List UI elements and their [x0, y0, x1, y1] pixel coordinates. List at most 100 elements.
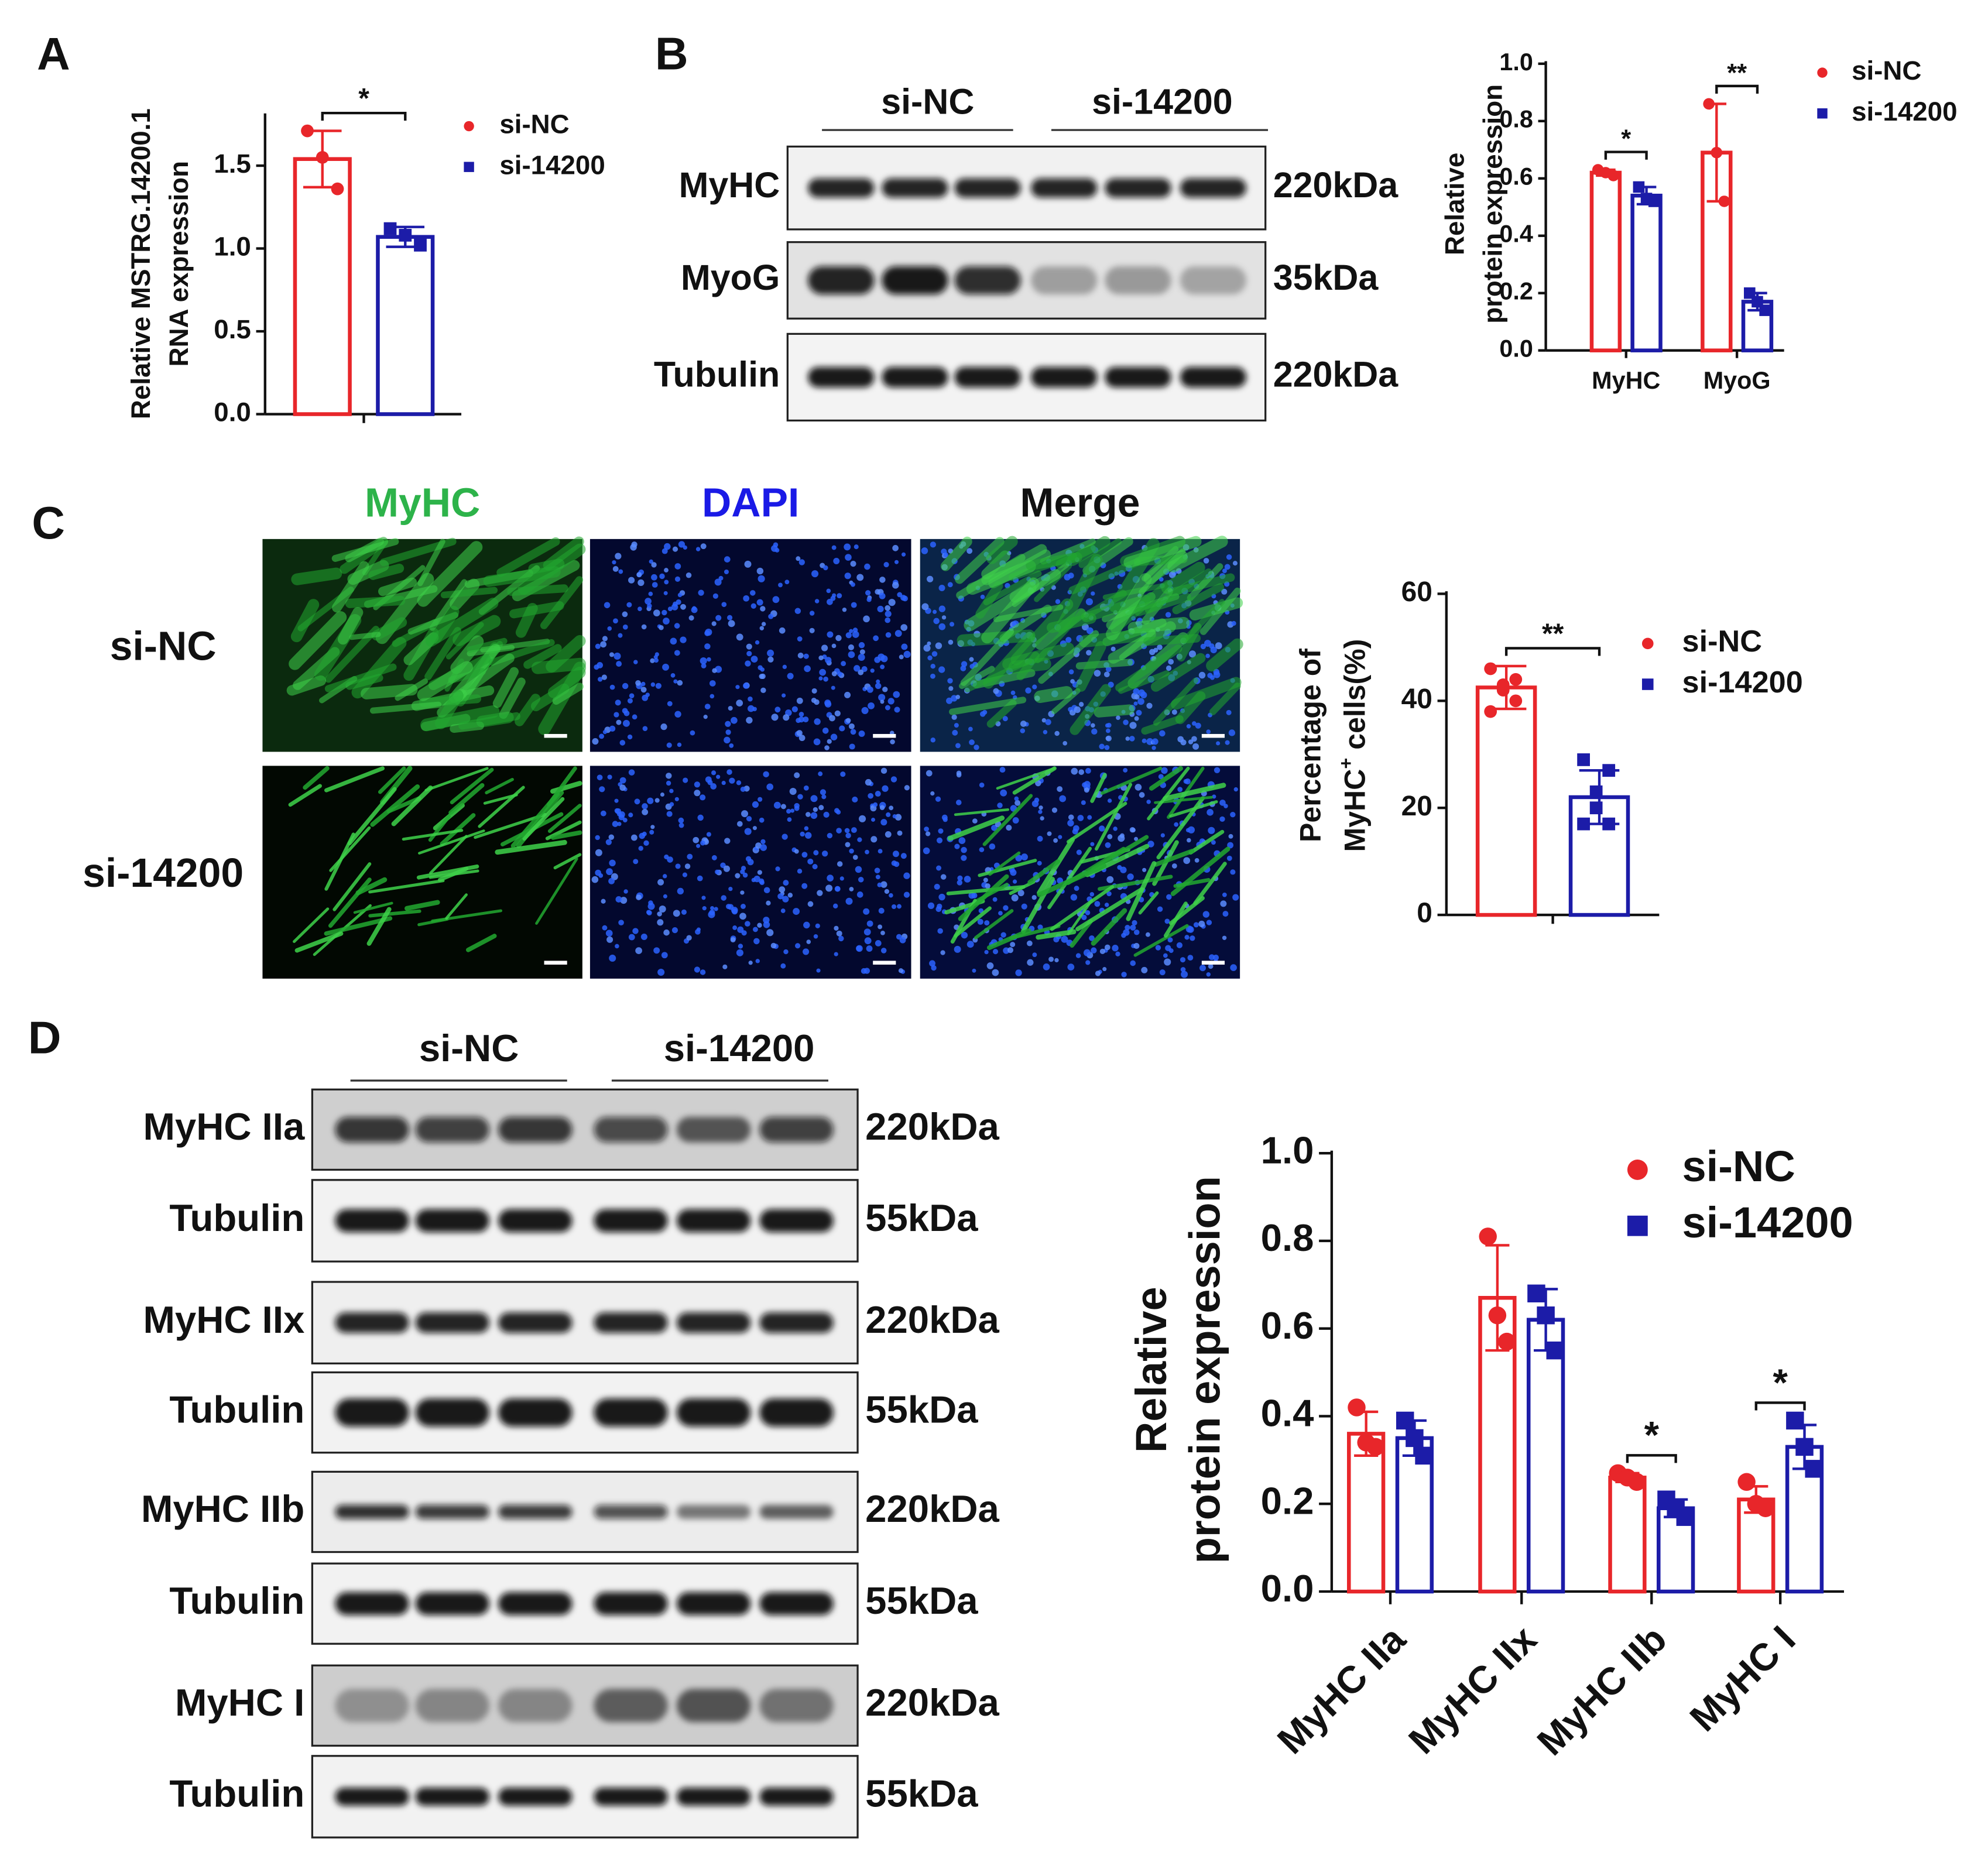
blot-band	[335, 1788, 409, 1806]
nucleus	[1000, 932, 1006, 938]
myotube	[492, 667, 519, 708]
nucleus	[659, 573, 665, 579]
nucleus	[666, 773, 672, 779]
myotube	[450, 767, 494, 804]
nucleus	[753, 938, 760, 945]
myotube	[946, 885, 1026, 896]
nucleus	[650, 658, 655, 663]
nucleus	[930, 541, 937, 548]
nucleus	[752, 801, 759, 808]
myotube	[1144, 568, 1212, 614]
nucleus	[647, 603, 652, 609]
nucleus	[653, 609, 660, 617]
nucleus	[671, 927, 678, 934]
myotube	[378, 577, 417, 596]
myotube	[1100, 766, 1163, 795]
blot-band	[808, 266, 875, 294]
nucleus	[642, 831, 647, 836]
nucleus	[880, 767, 887, 774]
nucleus	[1193, 922, 1199, 928]
nucleus	[878, 694, 886, 701]
nucleus	[780, 804, 786, 810]
nucleus	[613, 618, 618, 624]
nucleus	[1000, 789, 1007, 797]
nucleus	[771, 714, 779, 721]
nucleus	[1085, 598, 1093, 606]
nucleus	[1015, 969, 1022, 976]
nucleus	[948, 686, 954, 691]
nucleus	[756, 599, 763, 606]
nucleus	[746, 651, 752, 657]
nucleus	[999, 767, 1006, 773]
nucleus	[763, 771, 769, 778]
nucleus	[1034, 797, 1040, 803]
nucleus	[809, 611, 815, 616]
nucleus	[759, 674, 765, 680]
nucleus	[1190, 935, 1195, 941]
nucleus	[1095, 970, 1101, 976]
nucleus	[623, 889, 628, 894]
data-point	[1737, 1473, 1756, 1491]
nucleus	[793, 908, 800, 915]
nucleus	[849, 743, 855, 750]
nucleus	[889, 893, 893, 898]
myotube	[286, 675, 326, 696]
myotube	[959, 666, 995, 690]
nucleus	[618, 920, 624, 926]
blot-band	[498, 1398, 573, 1427]
nucleus	[901, 643, 908, 650]
y-tick-label: 20	[1401, 791, 1432, 822]
nucleus	[1006, 824, 1012, 831]
myotube	[1055, 554, 1103, 633]
nucleus	[1072, 828, 1078, 835]
nucleus	[657, 919, 664, 926]
nucleus	[615, 944, 619, 949]
nucleus	[837, 671, 842, 677]
nucleus	[664, 854, 669, 860]
nucleus	[1105, 842, 1111, 848]
nucleus	[861, 706, 869, 714]
nucleus	[766, 929, 774, 937]
nucleus	[1220, 900, 1227, 907]
myotube	[996, 767, 1055, 790]
nucleus	[1164, 958, 1171, 966]
nucleus	[1017, 889, 1024, 897]
myotube	[1118, 670, 1170, 694]
nucleus	[1076, 849, 1082, 855]
myotube	[496, 537, 560, 577]
data-point	[399, 229, 412, 242]
nucleus	[653, 658, 659, 663]
blot-band	[882, 178, 948, 198]
nucleus	[682, 872, 688, 877]
nucleus	[848, 723, 855, 729]
nucleus	[954, 945, 961, 953]
myotube	[378, 766, 406, 794]
channel-title: Merge	[1020, 480, 1140, 526]
nucleus	[1094, 901, 1101, 907]
nucleus	[667, 606, 673, 612]
nucleus	[1062, 740, 1068, 746]
myotube	[548, 666, 586, 698]
nucleus	[1168, 659, 1174, 665]
data-point	[1602, 764, 1616, 777]
myotube	[1026, 552, 1082, 571]
nucleus	[798, 735, 806, 742]
myotube	[1047, 846, 1092, 910]
nucleus	[1081, 914, 1087, 920]
nucleus	[804, 665, 811, 673]
nucleus	[1090, 842, 1095, 846]
nucleus	[1037, 835, 1043, 842]
myotube	[1150, 653, 1206, 692]
nucleus	[832, 903, 838, 909]
nucleus	[827, 832, 833, 839]
nucleus	[845, 897, 853, 905]
nucleus	[870, 836, 878, 843]
nucleus	[628, 769, 635, 776]
myotube	[440, 813, 476, 846]
nucleus	[1225, 740, 1230, 745]
nucleus	[1230, 869, 1236, 875]
data-point	[1497, 1332, 1516, 1351]
myotube	[1123, 536, 1202, 568]
nucleus	[745, 660, 751, 667]
nucleus	[844, 828, 850, 834]
